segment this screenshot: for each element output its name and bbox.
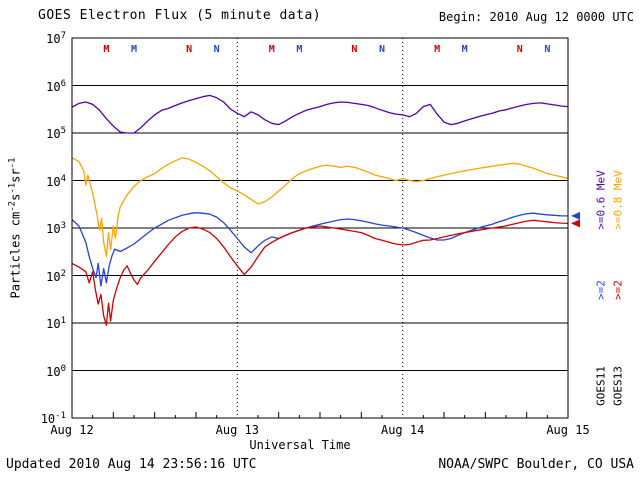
noon-midnight-marker: M (103, 44, 109, 55)
plot-frame (71, 37, 569, 419)
begin-time-label: Begin: 2010 Aug 12 0000 UTC (438, 10, 634, 24)
noon-midnight-marker: N (517, 44, 523, 55)
updated-timestamp: Updated 2010 Aug 14 23:56:16 UTC (6, 457, 257, 472)
noon-midnight-marker: M (131, 44, 137, 55)
noon-midnight-marker: M (462, 44, 468, 55)
noon-midnight-marker: N (351, 44, 357, 55)
chart-title: GOES Electron Flux (5 minute data) (38, 8, 322, 23)
series-goes11-ge0.6MeV (71, 94, 569, 134)
noon-midnight-marker: M (269, 44, 275, 55)
noon-midnight-marker: N (186, 44, 192, 55)
x-axis-title: Universal Time (249, 438, 351, 452)
latest-value-arrow (571, 211, 580, 220)
noon-midnight-marker: M (434, 44, 440, 55)
noon-midnight-marker: M (296, 44, 302, 55)
noon-midnight-marker: N (379, 44, 385, 55)
credit-label: NOAA/SWPC Boulder, CO USA (438, 457, 634, 472)
series-goes13-ge2MeV (71, 219, 569, 326)
latest-value-arrow (571, 219, 580, 228)
series-goes13-ge0.8MeV (71, 157, 569, 258)
noon-midnight-marker: N (214, 44, 220, 55)
noon-midnight-marker: N (544, 44, 550, 55)
